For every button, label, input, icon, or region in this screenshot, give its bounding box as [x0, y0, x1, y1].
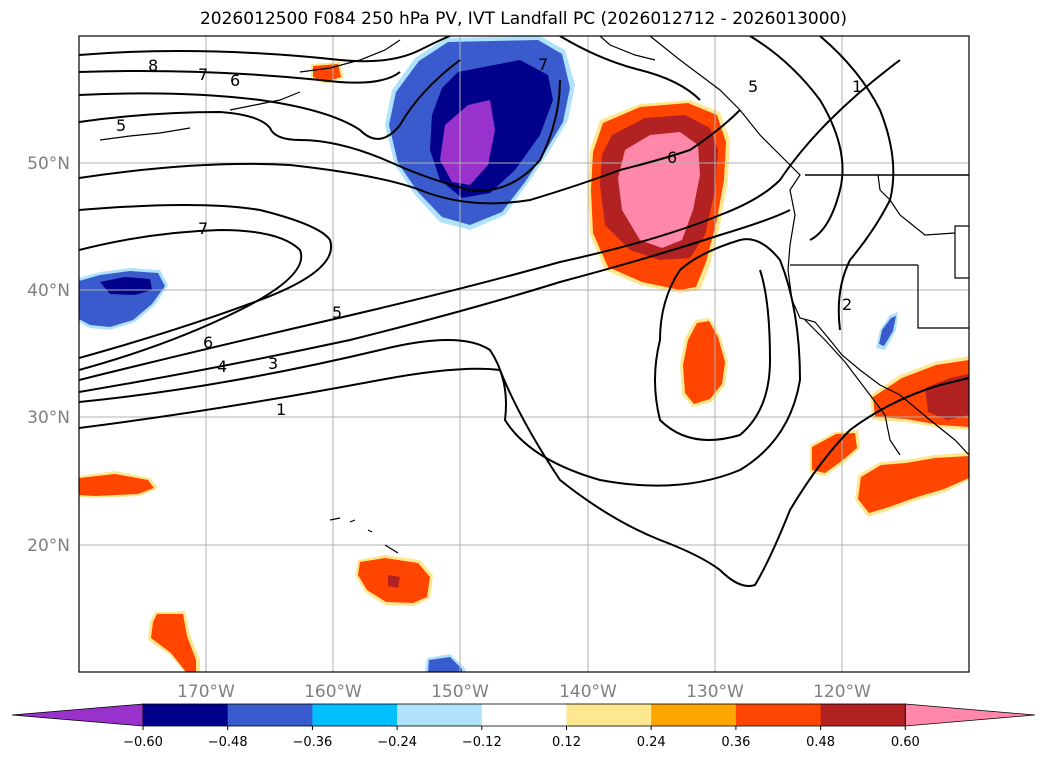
colorbar-segment: [735, 704, 822, 726]
colorbar-extend-high: [904, 703, 1036, 727]
colorbar-segment: [227, 704, 313, 726]
colorbar-segment: [312, 704, 398, 726]
colorbar-tick-label: 0.24: [637, 735, 666, 750]
contour-label: 5: [332, 303, 342, 322]
contour-label: 6: [230, 71, 240, 90]
contour-label: 4: [217, 357, 227, 376]
colorbar-extend-low: [11, 703, 144, 727]
pv-contours: [79, 36, 969, 587]
lon-label: 120°W: [813, 682, 871, 702]
lat-label: 30°N: [27, 408, 70, 428]
contour-label: 6: [667, 148, 677, 167]
lat-label: 50°N: [27, 154, 70, 174]
colorbar-tick-label: 0.12: [552, 735, 581, 750]
lon-label: 130°W: [686, 682, 744, 702]
contour-label: 3: [268, 354, 278, 373]
colorbar-tick-label: −0.48: [208, 735, 248, 750]
coastlines: [99, 36, 969, 554]
colorbar: −0.60 −0.48 −0.36 −0.24 −0.12 0.12 0.24 0.36 0.4…: [11, 703, 1036, 750]
colorbar-tick-label: −0.12: [462, 735, 502, 750]
colorbar-segment: [820, 704, 906, 726]
contour-label: 1: [852, 77, 862, 96]
colorbar-tick-label: −0.60: [123, 735, 163, 750]
contour-label: 7: [538, 55, 548, 74]
contour-label: 6: [203, 333, 213, 352]
contour-label: 7: [198, 219, 208, 238]
map-frame: [78, 35, 970, 673]
colorbar-tick-label: 0.36: [721, 735, 750, 750]
colorbar-segment: [651, 704, 737, 726]
map-panel: 8 7 6 5 7 7 5 6 4 3 1 5 6 1 2: [79, 36, 969, 672]
colorbar-segment: [566, 704, 652, 726]
contour-label: 5: [748, 77, 758, 96]
colorbar-segment: [143, 704, 229, 726]
contour-label: 1: [276, 400, 286, 419]
lon-label: 150°W: [431, 682, 489, 702]
longitude-labels: 170°W 160°W 150°W 140°W 130°W 120°W: [177, 682, 871, 702]
contour-label: 8: [148, 56, 158, 75]
colorbar-tick-label: −0.36: [292, 735, 332, 750]
map-title: 2026012500 F084 250 hPa PV, IVT Landfall…: [199, 9, 847, 29]
contour-label: 2: [842, 295, 852, 314]
latitude-labels: 50°N 40°N 30°N 20°N: [27, 154, 70, 556]
contour-label: 5: [116, 116, 126, 135]
lon-label: 140°W: [559, 682, 617, 702]
colorbar-segment: [481, 704, 567, 726]
colorbar-tick-label: 0.48: [806, 735, 835, 750]
colorbar-segment: [397, 704, 483, 726]
colorbar-tick-label: 0.60: [891, 735, 920, 750]
colorbar-tick-label: −0.24: [377, 735, 417, 750]
lon-label: 170°W: [177, 682, 235, 702]
contour-labels: 8 7 6 5 7 7 5 6 4 3 1 5 6 1 2: [116, 55, 862, 419]
colorbar-frame: [142, 703, 906, 727]
lon-label: 160°W: [304, 682, 362, 702]
contour-label: 7: [198, 65, 208, 84]
lat-label: 20°N: [27, 536, 70, 556]
lat-label: 40°N: [27, 281, 70, 301]
graticule: [79, 36, 969, 672]
